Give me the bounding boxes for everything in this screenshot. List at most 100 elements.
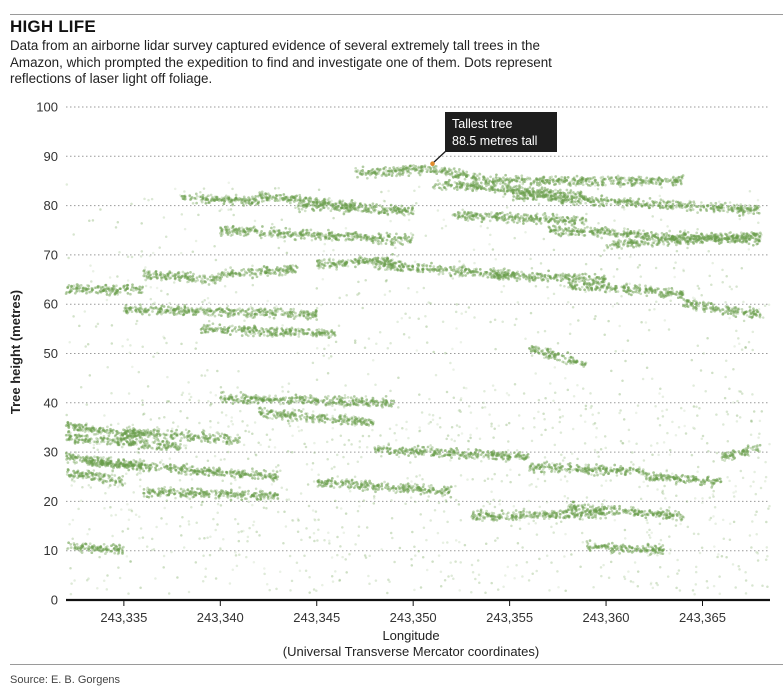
lidar-point [117, 459, 121, 463]
lidar-point [231, 269, 235, 272]
lidar-point [228, 440, 232, 443]
lidar-point [262, 468, 266, 472]
lidar-point [215, 473, 219, 477]
top-rule [10, 14, 783, 15]
lidar-point [116, 462, 119, 465]
lidar-point [142, 488, 146, 491]
lidar-point [68, 475, 72, 478]
lidar-point [102, 456, 105, 459]
lidar-point [123, 431, 126, 435]
lidar-point [294, 264, 298, 268]
lidar-point [259, 332, 263, 336]
lidar-point [162, 432, 165, 436]
lidar-point [376, 167, 380, 171]
lidar-point [393, 236, 397, 239]
lidar-point [294, 311, 297, 315]
lidar-point [392, 166, 395, 169]
lidar-point [122, 458, 125, 461]
lidar-point [255, 268, 258, 272]
lidar-point [100, 430, 104, 433]
lidar-point [147, 313, 151, 317]
lidar-point [121, 549, 124, 553]
lidar-point [271, 268, 274, 272]
lidar-point [262, 264, 266, 268]
lidar-point [671, 202, 675, 206]
lidar-point [526, 197, 530, 201]
lidar-point [249, 472, 253, 476]
lidar-point [74, 456, 77, 459]
lidar-point [293, 315, 297, 319]
lidar-point [232, 470, 235, 474]
lidar-point [501, 184, 505, 188]
lidar-point [133, 434, 137, 438]
lidar-point [113, 434, 117, 438]
lidar-point [98, 472, 101, 476]
lidar-point [110, 465, 114, 468]
lidar-point [125, 433, 129, 436]
lidar-point [134, 431, 138, 435]
lidar-point [73, 423, 77, 426]
lidar-point [219, 473, 223, 477]
lidar-point [515, 179, 518, 183]
lidar-point [420, 165, 423, 169]
lidar-point [228, 470, 232, 473]
lidar-point [143, 463, 147, 467]
lidar-point [723, 201, 727, 205]
lidar-point [228, 314, 232, 318]
lidar-point [267, 472, 271, 476]
lidar-point [236, 496, 240, 500]
lidar-point [121, 474, 125, 478]
lidar-point [680, 206, 684, 209]
lidar-point [80, 434, 84, 438]
lidar-point [207, 469, 211, 472]
lidar-point [241, 469, 245, 473]
lidar-point [75, 424, 78, 428]
lidar-point [75, 433, 78, 437]
lidar-point [548, 182, 551, 185]
lidar-point [67, 452, 71, 456]
lidar-point [223, 492, 226, 495]
lidar-point [229, 471, 233, 474]
lidar-point [338, 202, 342, 205]
lidar-point [360, 235, 364, 239]
lidar-point [540, 185, 544, 189]
lidar-point [81, 456, 85, 459]
lidar-point [427, 165, 430, 169]
lidar-point [421, 169, 424, 172]
lidar-point [210, 199, 213, 203]
lidar-point [77, 438, 81, 442]
lidar-point [423, 165, 427, 169]
lidar-point [679, 180, 683, 183]
lidar-point [692, 200, 696, 204]
lidar-point [213, 471, 216, 475]
lidar-point [125, 462, 128, 466]
lidar-point [176, 275, 180, 279]
lidar-point [139, 291, 143, 295]
lidar-point [520, 178, 524, 181]
lidar-point [156, 438, 160, 441]
lidar-point [85, 472, 88, 476]
lidar-point [581, 183, 585, 187]
lidar-point [288, 332, 292, 335]
lidar-point [150, 432, 154, 436]
lidar-point [270, 309, 274, 313]
lidar-point [135, 468, 139, 471]
lidar-point [332, 331, 335, 335]
lidar-point [87, 472, 91, 475]
lidar-point [164, 444, 167, 448]
lidar-point [465, 182, 468, 186]
lidar-point [227, 491, 231, 495]
lidar-point [75, 471, 79, 475]
lidar-point [662, 200, 666, 204]
lidar-point [64, 424, 68, 427]
lidar-point [139, 464, 143, 467]
lidar-point [144, 309, 148, 313]
lidar-point [573, 178, 577, 182]
lidar-point [256, 477, 260, 480]
lidar-point [150, 465, 154, 469]
lidar-point [116, 460, 120, 463]
lidar-point [73, 442, 77, 445]
lidar-point [540, 179, 544, 183]
lidar-point [393, 241, 396, 244]
lidar-point [326, 261, 330, 265]
